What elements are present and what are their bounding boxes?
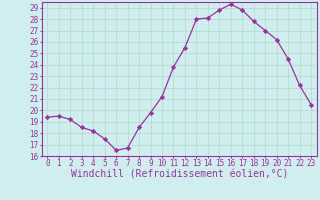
X-axis label: Windchill (Refroidissement éolien,°C): Windchill (Refroidissement éolien,°C) [70, 169, 288, 179]
